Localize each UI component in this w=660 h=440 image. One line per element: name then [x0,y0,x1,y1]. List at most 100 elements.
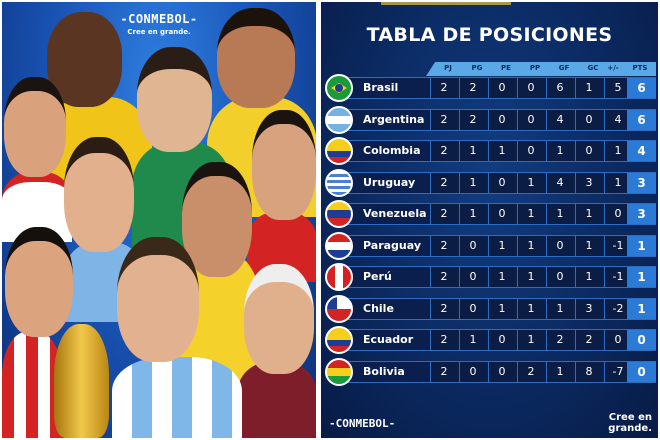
bolivia-flag-icon [325,357,353,386]
standings-row: Chile 2 0 1 1 1 3 -2 1 [325,294,656,323]
standings-row: Venezuela 2 1 0 1 1 1 0 3 [325,200,656,228]
player-face [64,137,134,252]
player-face [217,8,295,108]
colombia-flag-icon [325,137,353,165]
team-name: Uruguay [363,175,416,189]
cell-pts: 6 [627,109,656,130]
cell-pp: 0 [517,141,544,161]
cell-diff: -2 [604,298,631,319]
cell-gc: 0 [575,141,602,161]
footer-tagline-line1: Cree en [608,412,652,423]
cell-pp: 1 [517,235,544,256]
cell-pe: 0 [488,172,515,193]
player-face [5,227,73,337]
team-name: Bolivia [363,364,405,378]
standings-row: Paraguay 2 0 1 1 0 1 -1 1 [325,231,656,260]
cell-pp: 0 [517,78,544,98]
cell-pg: 2 [459,78,486,98]
conmebol-logo: -CONMEBOL- [120,12,198,26]
cell-pj: 2 [430,330,457,350]
standings-row: Bolivia 2 0 0 2 1 8 -7 0 [325,357,656,386]
cell-pj: 2 [430,267,457,287]
cell-diff: 0 [604,330,631,350]
standings-row: Uruguay 2 1 0 1 4 3 1 3 [325,168,656,197]
standings-row: Argentina 2 2 0 0 4 0 4 6 [325,105,656,134]
players-poster: -CONMEBOL- Cree en grande. [2,2,316,438]
standings-panel: TABLA DE POSICIONES PJ PG PE PP GF GC +/… [321,2,658,438]
paraguay-flag-icon [325,231,353,260]
venezuela-shirt [237,362,316,438]
cell-pj: 2 [430,78,457,98]
cell-pp: 1 [517,267,544,287]
argentina-shirt [112,357,242,438]
col-header-pe: PE [501,64,511,72]
cell-pe: 1 [488,235,515,256]
standings-row: Colombia 2 1 1 0 1 0 1 4 [325,137,656,165]
standings-row: Ecuador 2 1 0 1 2 2 0 0 [325,326,656,354]
team-name: Perú [363,270,392,283]
cell-pts: 1 [627,267,656,287]
peru-flag-icon [325,263,353,291]
team-name: Brasil [363,81,399,94]
footer-conmebol-logo: -CONMEBOL- [329,417,396,430]
col-header-pts: PTS [632,64,648,72]
cell-gc: 1 [575,204,602,224]
cell-diff: 0 [604,204,631,224]
col-header-diff: +/- [607,64,619,72]
col-header-gf: GF [558,64,570,72]
cell-pts: 1 [627,235,656,256]
cell-diff: -1 [604,267,631,287]
cell-pg: 1 [459,172,486,193]
cell-pe: 1 [488,267,515,287]
cell-pp: 1 [517,330,544,350]
cell-gf: 2 [546,330,573,350]
cell-pj: 2 [430,298,457,319]
player-face [182,162,252,277]
standings-row: Perú 2 0 1 1 0 1 -1 1 [325,263,656,291]
cell-gc: 3 [575,172,602,193]
player-face [117,237,199,362]
cell-pg: 2 [459,109,486,130]
paraguay-shirt [2,332,62,438]
cell-gf: 4 [546,109,573,130]
footer-tagline: Cree en grande. [608,412,652,434]
cell-pj: 2 [430,204,457,224]
cell-pp: 0 [517,109,544,130]
world-cup-trophy-icon [54,324,109,438]
argentina-flag-icon [325,105,353,134]
player-face [252,110,316,220]
cell-gf: 0 [546,267,573,287]
cell-pe: 0 [488,330,515,350]
cell-gf: 4 [546,172,573,193]
team-name: Venezuela [363,207,427,220]
cell-pj: 2 [430,109,457,130]
table-header: PJ PG PE PP GF GC +/- PTS [426,62,656,76]
venezuela-flag-icon [325,200,353,228]
team-name: Argentina [363,112,425,126]
cell-diff: 1 [604,141,631,161]
cell-diff: 5 [604,78,631,98]
team-name: Ecuador [363,333,414,346]
table-title: TABLA DE POSICIONES [366,24,613,46]
brazil-flag-icon [325,74,353,102]
cell-pg: 0 [459,298,486,319]
player-face [244,264,314,374]
cell-pts: 4 [627,141,656,161]
cell-pp: 1 [517,204,544,224]
cell-pts: 3 [627,172,656,193]
cell-gf: 1 [546,298,573,319]
cell-diff: 1 [604,172,631,193]
cell-pg: 1 [459,204,486,224]
cell-pp: 1 [517,298,544,319]
cell-pe: 1 [488,298,515,319]
cell-pp: 1 [517,172,544,193]
top-decoration [381,2,511,5]
cell-gc: 1 [575,267,602,287]
standings-row: Brasil 2 2 0 0 6 1 5 6 [325,74,656,102]
team-name: Chile [363,301,394,315]
col-header-pp: PP [529,64,541,72]
cell-pe: 0 [488,361,515,382]
team-name: Colombia [363,144,421,157]
cell-pj: 2 [430,361,457,382]
